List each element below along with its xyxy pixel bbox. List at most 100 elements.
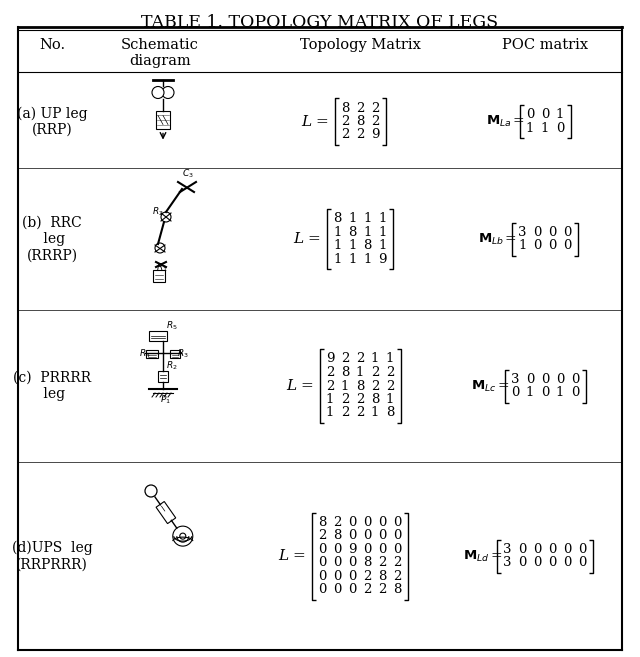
Text: 0: 0 xyxy=(548,556,557,569)
Text: 0: 0 xyxy=(526,108,534,122)
Text: 8: 8 xyxy=(394,583,402,597)
Text: $\mathbf{M}_{Ld}$: $\mathbf{M}_{Ld}$ xyxy=(463,549,489,564)
Circle shape xyxy=(161,212,171,222)
Text: 0: 0 xyxy=(548,239,557,252)
Text: Schematic
diagram: Schematic diagram xyxy=(121,38,199,68)
Text: 2: 2 xyxy=(356,393,364,406)
Text: 1: 1 xyxy=(348,239,356,252)
Text: 1: 1 xyxy=(378,239,387,252)
Text: 2: 2 xyxy=(341,407,349,420)
Text: 1: 1 xyxy=(378,226,387,238)
Text: 1: 1 xyxy=(518,239,527,252)
Text: POC matrix: POC matrix xyxy=(502,38,588,52)
Text: 8: 8 xyxy=(371,393,379,406)
Text: 0: 0 xyxy=(378,543,387,556)
Text: 0: 0 xyxy=(364,543,372,556)
Text: 0: 0 xyxy=(526,373,534,386)
Text: 2: 2 xyxy=(364,570,372,583)
Text: 0: 0 xyxy=(563,226,572,238)
Text: 9: 9 xyxy=(371,129,380,141)
Text: 1: 1 xyxy=(556,386,564,399)
Circle shape xyxy=(152,87,164,99)
Text: =: = xyxy=(490,549,502,563)
Text: 0: 0 xyxy=(571,373,579,386)
Text: 9: 9 xyxy=(378,253,387,265)
Text: 2: 2 xyxy=(356,101,364,114)
Text: 8: 8 xyxy=(356,115,364,128)
Text: 0: 0 xyxy=(333,583,342,597)
Bar xyxy=(153,270,165,282)
Text: 0: 0 xyxy=(541,373,549,386)
Text: 0: 0 xyxy=(394,530,402,542)
Bar xyxy=(146,350,158,358)
Text: 2: 2 xyxy=(356,353,364,365)
Text: 0: 0 xyxy=(556,373,564,386)
Text: 0: 0 xyxy=(318,583,326,597)
Text: 2: 2 xyxy=(371,380,379,392)
Text: 1: 1 xyxy=(326,393,334,406)
Text: 0: 0 xyxy=(378,530,387,542)
Text: 8: 8 xyxy=(333,530,342,542)
Text: 0: 0 xyxy=(533,543,541,556)
Text: $R_1$: $R_1$ xyxy=(156,261,168,273)
Text: 8: 8 xyxy=(348,226,356,238)
Text: 1: 1 xyxy=(333,239,342,252)
Polygon shape xyxy=(156,501,176,524)
Text: 1: 1 xyxy=(356,366,364,379)
Text: $R_2$: $R_2$ xyxy=(152,206,164,219)
Text: 0: 0 xyxy=(348,556,356,569)
Text: 9: 9 xyxy=(326,353,334,365)
Text: 0: 0 xyxy=(318,570,326,583)
Text: 8: 8 xyxy=(341,101,349,114)
Text: =: = xyxy=(505,232,516,246)
Text: 2: 2 xyxy=(371,115,379,128)
Text: 0: 0 xyxy=(511,386,519,399)
Circle shape xyxy=(162,87,174,99)
Text: 0: 0 xyxy=(333,543,342,556)
Text: 2: 2 xyxy=(333,516,342,529)
Text: 1: 1 xyxy=(348,212,356,225)
Text: 2: 2 xyxy=(341,393,349,406)
Text: 1: 1 xyxy=(371,407,379,420)
Text: 1: 1 xyxy=(333,226,342,238)
Text: 0: 0 xyxy=(541,108,549,122)
Text: 0: 0 xyxy=(518,556,527,569)
Text: $\mathbf{M}_{La}$: $\mathbf{M}_{La}$ xyxy=(486,114,511,129)
Text: 2: 2 xyxy=(378,583,387,597)
Text: 1: 1 xyxy=(364,253,372,265)
Text: 0: 0 xyxy=(533,556,541,569)
Text: 1: 1 xyxy=(326,407,334,420)
Text: 0: 0 xyxy=(364,530,372,542)
Text: 2: 2 xyxy=(386,366,394,379)
Text: 0: 0 xyxy=(318,556,326,569)
Text: 0: 0 xyxy=(348,570,356,583)
Text: 2: 2 xyxy=(326,380,334,392)
Text: 2: 2 xyxy=(394,556,402,569)
Text: TABLE 1. TOPOLOGY MATRIX OF LEGS: TABLE 1. TOPOLOGY MATRIX OF LEGS xyxy=(141,14,499,31)
Text: 2: 2 xyxy=(378,556,387,569)
Text: 1: 1 xyxy=(386,393,394,406)
Text: 2: 2 xyxy=(394,570,402,583)
Text: L =: L = xyxy=(278,549,306,563)
Text: 2: 2 xyxy=(318,530,326,542)
Text: 0: 0 xyxy=(563,543,572,556)
Text: 2: 2 xyxy=(341,115,349,128)
Text: 1: 1 xyxy=(364,226,372,238)
Text: (a) UP leg
(RRP): (a) UP leg (RRP) xyxy=(17,106,87,137)
Text: $P_1$: $P_1$ xyxy=(160,394,171,407)
Text: 0: 0 xyxy=(548,543,557,556)
Bar xyxy=(158,371,168,382)
Text: 8: 8 xyxy=(318,516,326,529)
Text: 9: 9 xyxy=(348,543,356,556)
Text: Topology Matrix: Topology Matrix xyxy=(300,38,420,52)
Text: (c)  PRRRR
 leg: (c) PRRRR leg xyxy=(13,371,91,401)
Text: 1: 1 xyxy=(386,353,394,365)
Text: 8: 8 xyxy=(341,366,349,379)
Text: 2: 2 xyxy=(356,407,364,420)
Text: $\mathbf{M}_{Lb}$: $\mathbf{M}_{Lb}$ xyxy=(478,231,504,246)
Text: 3: 3 xyxy=(503,543,512,556)
Text: 2: 2 xyxy=(341,353,349,365)
Text: 1: 1 xyxy=(364,212,372,225)
Text: 0: 0 xyxy=(533,226,541,238)
Text: 1: 1 xyxy=(556,108,564,122)
